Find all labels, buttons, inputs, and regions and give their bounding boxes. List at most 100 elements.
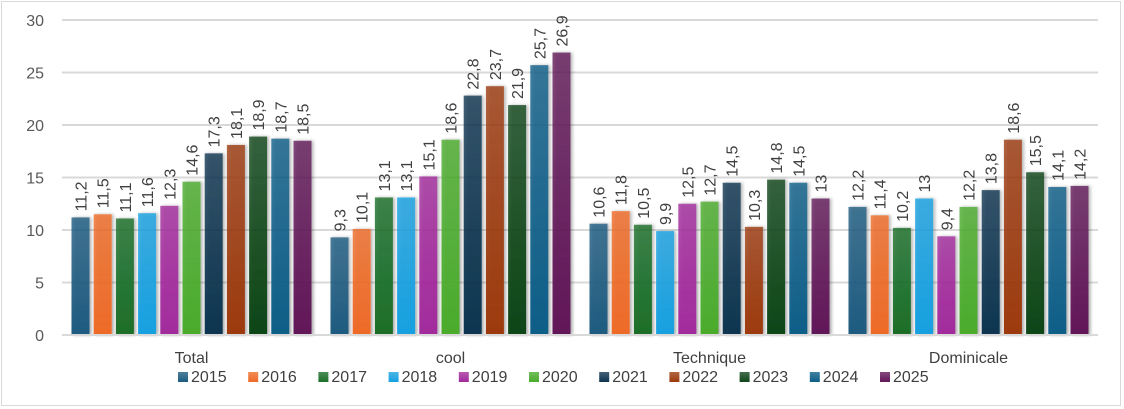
data-label: 11,6 (140, 177, 157, 207)
bar-2023-Technique (767, 179, 786, 335)
legend-label: 2024 (823, 369, 859, 386)
data-label: 10,6 (592, 186, 609, 217)
data-label: 10,2 (895, 191, 912, 222)
legend-swatch (809, 372, 820, 382)
bar-2020-cool (441, 139, 460, 335)
data-label: 18,1 (229, 108, 246, 139)
legend-item-2024: 2024 (809, 369, 859, 386)
bar-2025-Dominicale (1070, 185, 1089, 335)
bar-2025-Technique (811, 198, 830, 335)
bar-2022-Technique (744, 226, 763, 335)
legend-item-2019: 2019 (458, 369, 507, 386)
legend-item-2017: 2017 (318, 369, 367, 386)
legend-swatch (318, 372, 329, 382)
data-label: 13,1 (377, 160, 394, 191)
legend-swatch (599, 372, 610, 382)
bar-2022-Total (226, 144, 245, 335)
data-label: 14,5 (725, 146, 742, 177)
legend-swatch (458, 372, 469, 382)
x-category-label: Technique (673, 350, 746, 367)
data-label: 12,3 (162, 169, 179, 200)
data-label: 11,1 (118, 182, 135, 212)
data-label: 9,3 (333, 209, 350, 231)
y-axis: 0 5 10 15 20 25 30 (26, 13, 44, 345)
legend-item-2025: 2025 (880, 369, 929, 386)
bar-2025-Total (293, 140, 312, 335)
legend-swatch (739, 372, 750, 382)
data-label: 25,7 (532, 28, 549, 59)
data-label: 12,5 (680, 167, 697, 198)
bars (71, 52, 1089, 336)
bar-2018-Total (138, 213, 157, 335)
legend-swatch (669, 372, 680, 382)
data-label: 11,2 (74, 181, 91, 211)
data-label: 21,9 (510, 68, 527, 99)
data-labels: 11,2 11,5 11,1 11,6 12,3 14,6 17,3 18,1 18,9 18,7… (74, 15, 1090, 231)
y-tick-label: 20 (26, 118, 44, 135)
data-label: 14,2 (1073, 149, 1090, 180)
legend-label: 2018 (402, 369, 438, 386)
data-label: 14,6 (185, 144, 202, 175)
data-label: 15,5 (1028, 135, 1045, 166)
bar-2018-cool (397, 197, 416, 335)
bar-2024-Dominicale (1048, 186, 1067, 335)
bar-2019-Total (160, 205, 179, 335)
legend-swatch (880, 372, 890, 382)
data-label: 11,5 (96, 178, 113, 208)
data-label: 14,1 (1050, 150, 1067, 181)
legend-label: 2017 (331, 369, 367, 386)
data-label: 22,8 (466, 58, 483, 89)
data-label: 13,1 (399, 160, 416, 191)
x-category-label: cool (436, 350, 465, 367)
data-label: 12,7 (703, 164, 720, 195)
bar-2017-Technique (633, 224, 652, 335)
bar-2023-Total (249, 136, 268, 335)
data-label: 10,1 (355, 192, 372, 223)
bar-2021-Total (204, 153, 223, 335)
data-label: 18,7 (273, 101, 290, 132)
bar-2022-cool (485, 86, 504, 336)
legend-item-2021: 2021 (599, 369, 648, 386)
legend-item-2020: 2020 (529, 369, 578, 386)
legend-item-2015: 2015 (178, 369, 227, 386)
bar-2020-Technique (700, 201, 719, 335)
data-label: 13,8 (984, 153, 1001, 184)
bar-2019-cool (419, 176, 438, 335)
bar-2023-Dominicale (1026, 172, 1045, 335)
bar-2016-Total (93, 214, 112, 335)
bar-2016-cool (352, 228, 371, 335)
y-tick-label: 0 (35, 328, 44, 345)
data-label: 10,3 (747, 190, 764, 221)
data-label: 11,8 (614, 175, 631, 205)
bar-2021-Technique (722, 182, 741, 335)
bar-2018-Dominicale (915, 198, 934, 335)
bar-2015-cool (330, 237, 349, 335)
bar-2017-Dominicale (892, 227, 911, 335)
legend-swatch (178, 372, 188, 382)
legend-item-2023: 2023 (739, 369, 789, 386)
data-label: 18,5 (296, 104, 313, 135)
legend-item-2022: 2022 (669, 369, 718, 386)
data-label: 13 (917, 175, 934, 193)
legend-swatch (248, 372, 259, 382)
data-label: 17,3 (207, 116, 224, 147)
legend-swatch (388, 372, 399, 382)
legend-label: 2023 (753, 369, 789, 386)
bar-2025-cool (552, 52, 571, 336)
legend-item-2018: 2018 (388, 369, 438, 386)
bar-2015-Technique (589, 223, 608, 335)
bar-2017-Total (115, 218, 134, 335)
legend-swatch (529, 372, 539, 382)
bar-2019-Dominicale (937, 236, 956, 335)
data-label: 14,5 (791, 146, 808, 177)
bar-2021-cool (463, 95, 482, 335)
y-tick-label: 5 (35, 276, 44, 293)
x-category-label: Total (175, 350, 209, 367)
data-label: 18,9 (251, 99, 268, 130)
bar-2020-Total (182, 181, 201, 335)
y-tick-label: 10 (26, 223, 44, 240)
bar-2024-cool (530, 65, 549, 336)
x-axis: Total cool Technique Dominicale (62, 334, 1098, 367)
bar-2019-Technique (678, 203, 697, 335)
data-label: 13 (814, 175, 831, 193)
